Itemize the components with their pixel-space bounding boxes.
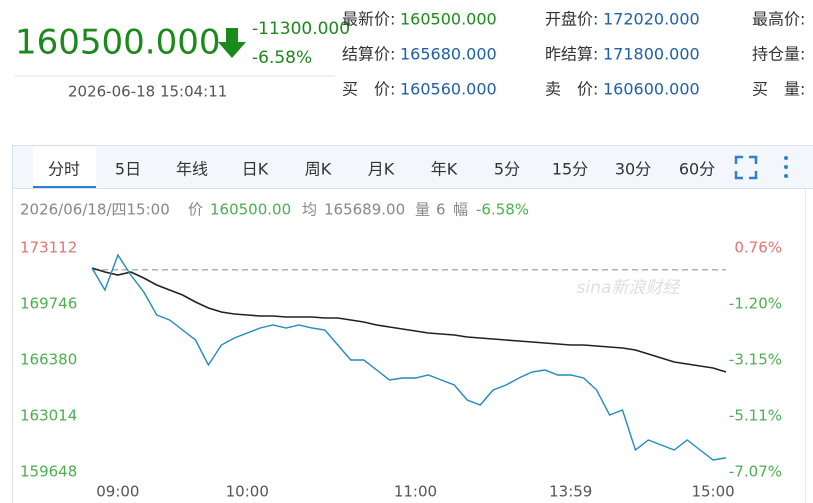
quote-label: 持仓量: bbox=[752, 45, 805, 64]
tab[interactable]: 年线 bbox=[176, 160, 208, 179]
tab[interactable]: 30分 bbox=[615, 160, 651, 179]
quote-label: 昨结算: bbox=[545, 45, 598, 64]
tab-selected bbox=[33, 147, 96, 188]
x-tick-label: 09:00 bbox=[96, 483, 139, 501]
y2-tick-label: -1.20% bbox=[729, 295, 782, 313]
quote-value: 165680.000 bbox=[400, 45, 497, 64]
y2-tick-label: -5.11% bbox=[729, 406, 782, 424]
tabs: 分时 5日 年线 日K 周K 月K 年K 5分 15分 30分 60分 bbox=[33, 147, 715, 188]
quote-label: 卖 价: bbox=[545, 80, 598, 99]
info-range: -6.58% bbox=[476, 201, 529, 219]
tab[interactable]: 年K bbox=[431, 160, 458, 179]
y2-tick-label: -7.07% bbox=[729, 463, 782, 481]
info-avg: 165689.00 bbox=[324, 201, 405, 219]
x-tick-label: 10:00 bbox=[226, 483, 269, 501]
info-price-label: 价 bbox=[188, 201, 203, 219]
tab-underline bbox=[33, 186, 96, 188]
fullscreen-icon[interactable] bbox=[734, 155, 758, 180]
info-vol-label: 量 bbox=[415, 201, 430, 219]
tab-bar bbox=[13, 146, 813, 188]
quote-label: 买 价: bbox=[342, 80, 395, 99]
x-tick-label: 15:00 bbox=[691, 483, 734, 501]
last-price: 160500.000 bbox=[15, 23, 221, 63]
plot: 159648 163014 166380 169746 173112 -7.07% -5.1… bbox=[20, 239, 782, 501]
tab[interactable]: 5分 bbox=[494, 160, 520, 179]
tab[interactable]: 15分 bbox=[552, 160, 588, 179]
info-range-label: 幅 bbox=[453, 201, 468, 219]
y-tick-label: 159648 bbox=[20, 463, 77, 481]
chart-panel bbox=[12, 145, 813, 503]
y-tick-label: 166380 bbox=[20, 351, 77, 369]
quote-grid: 最新价: 160500.000 结算价: 165680.000 买 价: 160560.0… bbox=[342, 10, 805, 99]
y2-tick-label: -3.15% bbox=[729, 350, 782, 368]
price-line bbox=[91, 253, 727, 461]
tab[interactable]: 周K bbox=[305, 160, 332, 179]
change-pct: -6.58% bbox=[252, 48, 312, 68]
x-tick-label: 13:59 bbox=[549, 483, 592, 501]
down-arrow bbox=[218, 28, 246, 58]
average-line bbox=[91, 267, 727, 373]
quote-label: 最高价: bbox=[752, 10, 805, 29]
tab[interactable]: 60分 bbox=[679, 160, 715, 179]
quote-label: 买 量: bbox=[752, 80, 805, 99]
quote-value: 160600.000 bbox=[603, 80, 700, 99]
y-tick-label: 169746 bbox=[20, 295, 77, 313]
tab[interactable]: 日K bbox=[242, 160, 269, 179]
watermark: sina新浪财经 bbox=[577, 278, 682, 298]
tab[interactable]: 月K bbox=[368, 160, 395, 179]
quote-label: 最新价: bbox=[342, 10, 395, 29]
x-tick-label: 11:00 bbox=[394, 483, 437, 501]
y2-tick-label: 0.76% bbox=[734, 239, 782, 257]
tab[interactable]: 5日 bbox=[115, 160, 141, 179]
info-vol: 6 bbox=[436, 201, 446, 219]
info-price: 160500.00 bbox=[210, 201, 291, 219]
quote-label: 结算价: bbox=[342, 45, 395, 64]
info-avg-label: 均 bbox=[302, 201, 317, 219]
info-date: 2026/06/18/四15:00 bbox=[20, 201, 170, 219]
datetime: 2026-06-18 15:04:11 bbox=[68, 83, 227, 101]
y-tick-label: 173112 bbox=[20, 239, 77, 257]
info-line: 2026/06/18/四15:00 价 160500.00 均 165689.00 量 6 幅… bbox=[20, 201, 529, 219]
y-tick-label: 163014 bbox=[20, 407, 77, 425]
quote-value: 160500.000 bbox=[400, 10, 497, 29]
change: -11300.000 bbox=[252, 19, 350, 39]
quote-value: 160560.000 bbox=[400, 80, 497, 99]
quote-value: 171800.000 bbox=[603, 45, 700, 64]
tab[interactable]: 分时 bbox=[48, 160, 80, 179]
quote-label: 开盘价: bbox=[545, 10, 598, 29]
more-icon[interactable] bbox=[784, 156, 788, 178]
quote-value: 172020.000 bbox=[603, 10, 700, 29]
